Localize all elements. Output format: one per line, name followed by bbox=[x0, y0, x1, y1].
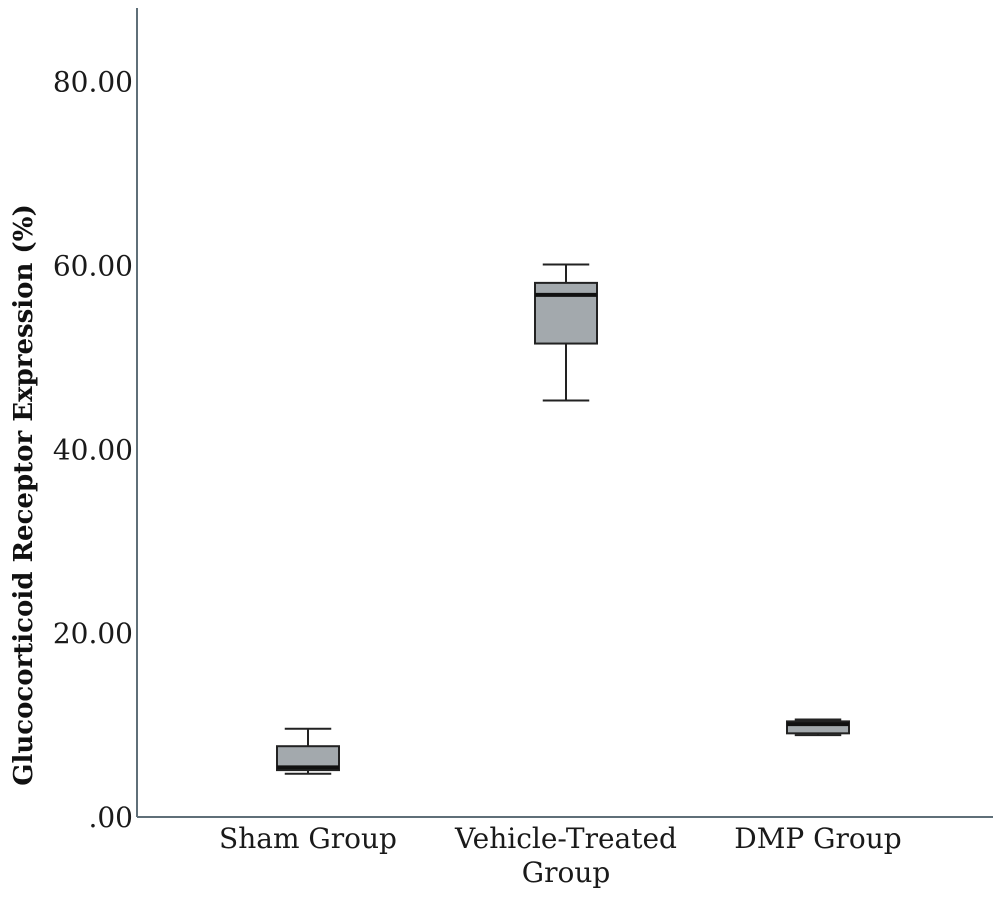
y-tick-label: .00 bbox=[88, 801, 133, 834]
box-group bbox=[276, 727, 340, 775]
box-group bbox=[534, 263, 598, 402]
y-tick-label: 20.00 bbox=[53, 617, 133, 650]
y-tick-label: 80.00 bbox=[53, 66, 133, 99]
box-plot-series bbox=[276, 263, 850, 775]
x-category-label-line: Sham Group bbox=[219, 822, 397, 855]
box-iqr bbox=[786, 720, 850, 735]
x-category-label-line: DMP Group bbox=[734, 822, 901, 855]
x-category-label-line: Group bbox=[522, 856, 611, 889]
y-axis-ticks: .00 20.00 40.00 60.00 80.00 bbox=[53, 66, 133, 834]
x-category-label: Sham Group bbox=[219, 822, 397, 855]
x-category-label: Vehicle-Treated Group bbox=[454, 822, 677, 889]
y-axis-title: Glucocorticoid Receptor Expression (%) bbox=[9, 204, 39, 786]
x-category-label-line: Vehicle-Treated bbox=[454, 822, 677, 855]
box-iqr bbox=[276, 745, 340, 772]
x-axis-category-labels: Sham Group Vehicle-Treated Group DMP Group bbox=[219, 822, 902, 889]
y-tick-label: 60.00 bbox=[53, 249, 133, 282]
x-category-label: DMP Group bbox=[734, 822, 901, 855]
box-iqr bbox=[534, 281, 598, 345]
box-group bbox=[786, 718, 850, 737]
y-tick-label: 40.00 bbox=[53, 433, 133, 466]
